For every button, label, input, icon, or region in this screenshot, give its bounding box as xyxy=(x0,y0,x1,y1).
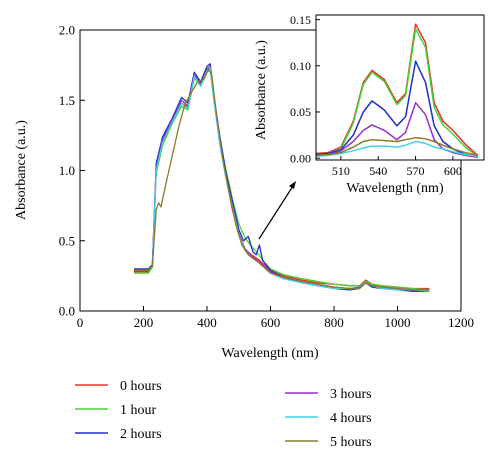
main-x-tick-label: 200 xyxy=(134,315,154,330)
inset-series-line-6 xyxy=(315,137,478,157)
main-x-tick-label: 600 xyxy=(261,315,281,330)
inset-series-group xyxy=(315,23,479,158)
main-x-tick-label: 400 xyxy=(197,315,217,330)
inset-series-line-3 xyxy=(315,60,478,158)
main-y-tick-label: 0.0 xyxy=(59,304,75,319)
inset-x-tick-label: 510 xyxy=(332,164,350,178)
legend-label: 4 hours xyxy=(330,411,372,426)
main-series-group xyxy=(134,63,430,292)
inset-y-tick-label: 0.00 xyxy=(290,151,311,165)
main-y-tick-label: 0.5 xyxy=(59,233,75,248)
main-x-tick-label: 800 xyxy=(324,315,344,330)
main-x-axis-label: Wavelength (nm) xyxy=(221,346,319,361)
main-y-tick-label: 1.0 xyxy=(59,163,75,178)
inset-x-axis-label: Wavelength (nm) xyxy=(346,181,444,196)
main-x-tick-label: 1000 xyxy=(385,315,411,330)
legend-item: 2 hours xyxy=(75,427,162,442)
main-axes-group: 0 200 400 600 800 1000 1200 0.0 0.5 1.0 1.5 2.0 xyxy=(59,23,474,330)
main-y-axis-label: Absorbance (a.u.) xyxy=(14,120,29,220)
callout-arrow-line xyxy=(258,185,294,240)
legend-label: 0 hours xyxy=(120,379,162,394)
main-x-tick-label: 1200 xyxy=(448,315,474,330)
callout-arrow-head xyxy=(289,181,296,189)
callout-arrow xyxy=(258,181,296,240)
inset-y-tick-label: 0.10 xyxy=(290,59,311,73)
legend-label: 1 hour xyxy=(120,403,157,418)
legend-label: 5 hours xyxy=(330,435,372,450)
main-series-line-2 xyxy=(134,68,430,291)
legend-item: 5 hours xyxy=(285,435,372,450)
inset-axes-group: 510 540 570 600 0.00 0.05 0.10 0.15 xyxy=(290,13,462,178)
inset-series-line-1 xyxy=(315,23,479,156)
legend-item: 4 hours xyxy=(285,411,372,426)
inset-x-tick-label: 540 xyxy=(369,164,387,178)
main-x-tick-label: 0 xyxy=(77,315,84,330)
main-chart: 0 200 400 600 800 1000 1200 0.0 0.5 1.0 1.5 2.0 Wav… xyxy=(14,23,474,361)
main-y-tick-label: 1.5 xyxy=(59,93,75,108)
legend-label: 3 hours xyxy=(330,387,372,402)
legend-item: 1 hour xyxy=(75,403,157,418)
inset-x-tick-label: 570 xyxy=(407,164,425,178)
legend-item: 3 hours xyxy=(285,387,372,402)
inset-y-axis-label: Absorbance (a.u.) xyxy=(254,40,269,140)
inset-chart: 510 540 570 600 0.00 0.05 0.10 0.15 Wavelength … xyxy=(254,13,485,196)
main-series-line-6 xyxy=(134,68,430,291)
inset-x-tick-label: 600 xyxy=(444,164,462,178)
inset-y-tick-label: 0.05 xyxy=(290,105,311,119)
inset-background xyxy=(316,15,484,160)
inset-plot-frame xyxy=(315,14,485,161)
inset-series-line-5 xyxy=(315,140,478,158)
legend-label: 2 hours xyxy=(120,427,162,442)
legend-item: 0 hours xyxy=(75,379,162,394)
legend: 0 hours 1 hour 2 hours 3 hours 4 hours 5 hour… xyxy=(75,379,372,450)
inset-y-tick-label: 0.15 xyxy=(290,13,311,27)
main-y-tick-label: 2.0 xyxy=(59,23,75,38)
inset-series-line-2 xyxy=(315,28,479,157)
